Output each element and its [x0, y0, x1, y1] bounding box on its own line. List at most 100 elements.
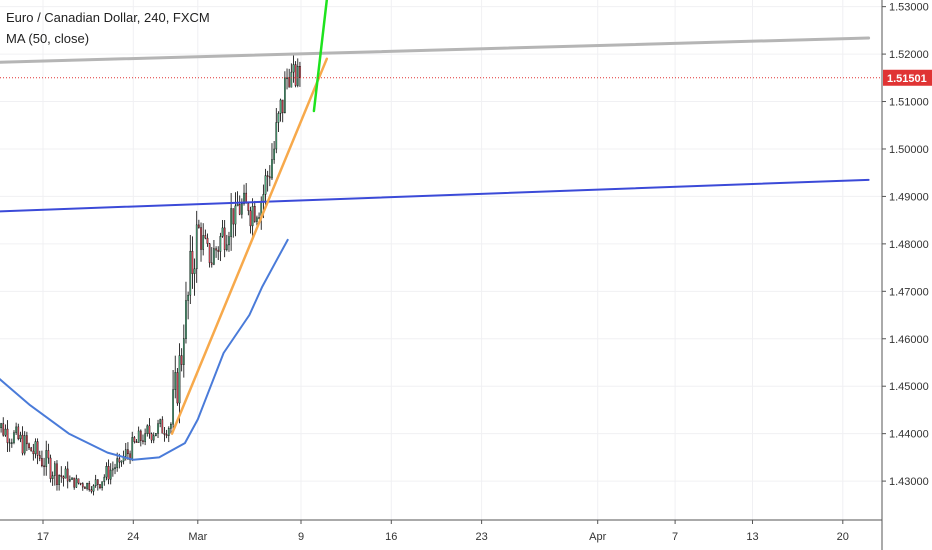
ma-indicator-label[interactable]: MA (50, close): [6, 31, 90, 46]
candle-body: [124, 449, 127, 457]
candle-body: [86, 482, 88, 489]
candle-body: [144, 433, 146, 442]
candle-body: [135, 441, 138, 443]
candle-body: [273, 148, 275, 160]
candle-body: [66, 468, 69, 482]
y-tick-label: 1.43000: [889, 476, 929, 488]
candle-body: [53, 463, 56, 476]
candle-body: [238, 204, 241, 215]
candle-body: [202, 235, 205, 250]
x-tick-label: 23: [475, 531, 487, 543]
candle-body: [296, 66, 299, 86]
candle-body: [266, 175, 269, 177]
y-tick-label: 1.52000: [889, 49, 929, 61]
x-tick-label: 24: [127, 531, 139, 543]
candle-body: [284, 77, 286, 114]
candle-body: [137, 430, 140, 443]
candle-body: [178, 355, 181, 404]
candle-body: [193, 268, 196, 274]
candle-body: [58, 475, 60, 485]
candle-body: [232, 208, 235, 225]
price-marker-layer: 1.51501: [0, 69, 932, 86]
candle-body: [77, 478, 80, 484]
candle-body: [225, 244, 228, 250]
green-trend-line[interactable]: [312, 0, 329, 113]
candle-body: [204, 235, 207, 239]
x-tick-label: 7: [672, 531, 678, 543]
candle-body: [43, 465, 45, 468]
candle-body: [247, 203, 250, 211]
candle-body: [56, 463, 58, 485]
candle-body: [172, 389, 174, 425]
candle-body: [32, 450, 35, 455]
candle-body: [99, 484, 101, 489]
candle-layer: [0, 55, 301, 496]
x-tick-label: 9: [298, 531, 304, 543]
candle-body: [109, 469, 112, 480]
y-tick-label: 1.50000: [889, 144, 929, 156]
candle-body: [187, 294, 189, 301]
candle-body: [167, 428, 170, 436]
candle-body: [268, 176, 271, 179]
candle-body: [88, 482, 91, 490]
candle-body: [279, 99, 282, 114]
candle-body: [114, 467, 116, 470]
candle-body: [103, 476, 106, 482]
candle-body: [133, 437, 136, 442]
candle-body: [105, 466, 108, 478]
candle-body: [118, 458, 121, 463]
candle-body: [127, 449, 129, 455]
y-tick-label: 1.53000: [889, 2, 929, 14]
candle-body: [215, 248, 217, 251]
candle-body: [262, 194, 265, 202]
candle-body: [176, 372, 179, 404]
candle-body: [28, 443, 30, 449]
candle-body: [38, 455, 41, 459]
candle-body: [165, 434, 168, 436]
candle-body: [8, 442, 11, 444]
candle-body: [170, 423, 172, 429]
symbol-title[interactable]: Euro / Canadian Dollar, 240, FXCM: [6, 10, 210, 25]
candle-body: [69, 479, 71, 482]
candle-body: [81, 483, 84, 488]
drawing-layer[interactable]: [0, 0, 871, 435]
candle-body: [150, 433, 153, 441]
candle-body: [41, 458, 43, 467]
x-tick-label: 13: [746, 531, 758, 543]
candle-body: [277, 113, 280, 123]
candle-body: [294, 64, 297, 86]
orange-trend-line[interactable]: [170, 57, 329, 435]
last-price-label: 1.51501: [887, 73, 927, 85]
blue-support-line[interactable]: [0, 178, 870, 213]
candle-body: [223, 227, 226, 250]
candle-body: [159, 419, 162, 424]
candle-body: [157, 423, 159, 434]
candle-body: [2, 423, 5, 436]
candle-body: [21, 434, 24, 454]
candle-body: [49, 457, 52, 479]
candle-body: [234, 205, 237, 225]
x-tick-label: 17: [37, 531, 49, 543]
candle-body: [36, 441, 39, 456]
candle-body: [221, 227, 224, 237]
candle-body: [200, 227, 202, 250]
candle-body: [210, 262, 213, 265]
candle-body: [62, 476, 65, 479]
candle-body: [253, 206, 256, 222]
candle-body: [13, 432, 15, 443]
x-tick-label: 16: [385, 531, 397, 543]
candle-body: [96, 479, 99, 485]
candle-body: [139, 430, 142, 441]
candle-body: [23, 435, 26, 454]
candle-body: [45, 450, 48, 467]
candle-body: [208, 243, 211, 264]
candle-body: [299, 66, 301, 79]
candle-body: [230, 208, 232, 237]
y-tick-label: 1.48000: [889, 239, 929, 251]
candle-body: [245, 192, 248, 204]
gray-resistance-line[interactable]: [0, 36, 871, 64]
candle-body: [152, 435, 155, 441]
